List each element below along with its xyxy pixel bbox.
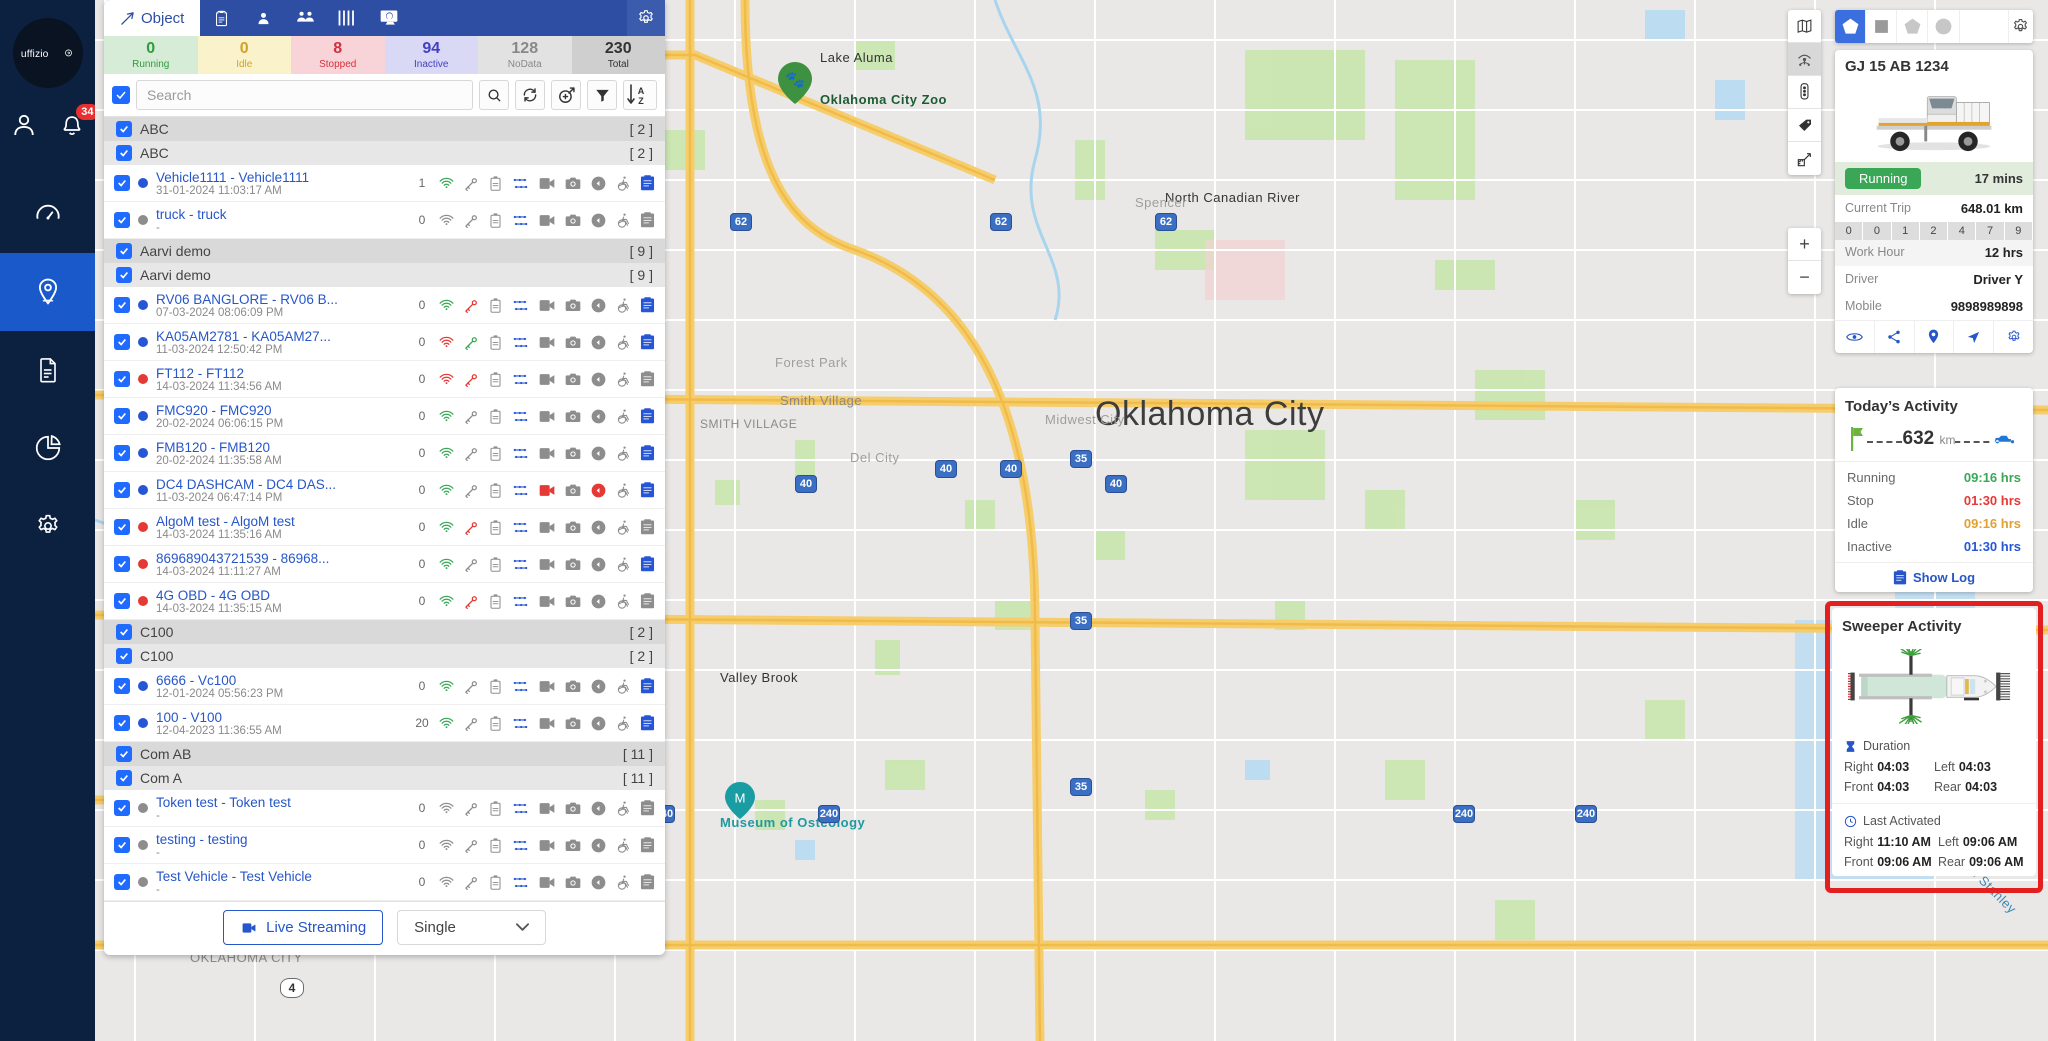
svg-text:A: A <box>638 86 645 96</box>
svg-text:M: M <box>735 790 746 805</box>
svg-text:uffizio: uffizio <box>20 49 48 60</box>
svg-text:🐾: 🐾 <box>785 72 805 89</box>
svg-text:Z: Z <box>638 96 644 106</box>
